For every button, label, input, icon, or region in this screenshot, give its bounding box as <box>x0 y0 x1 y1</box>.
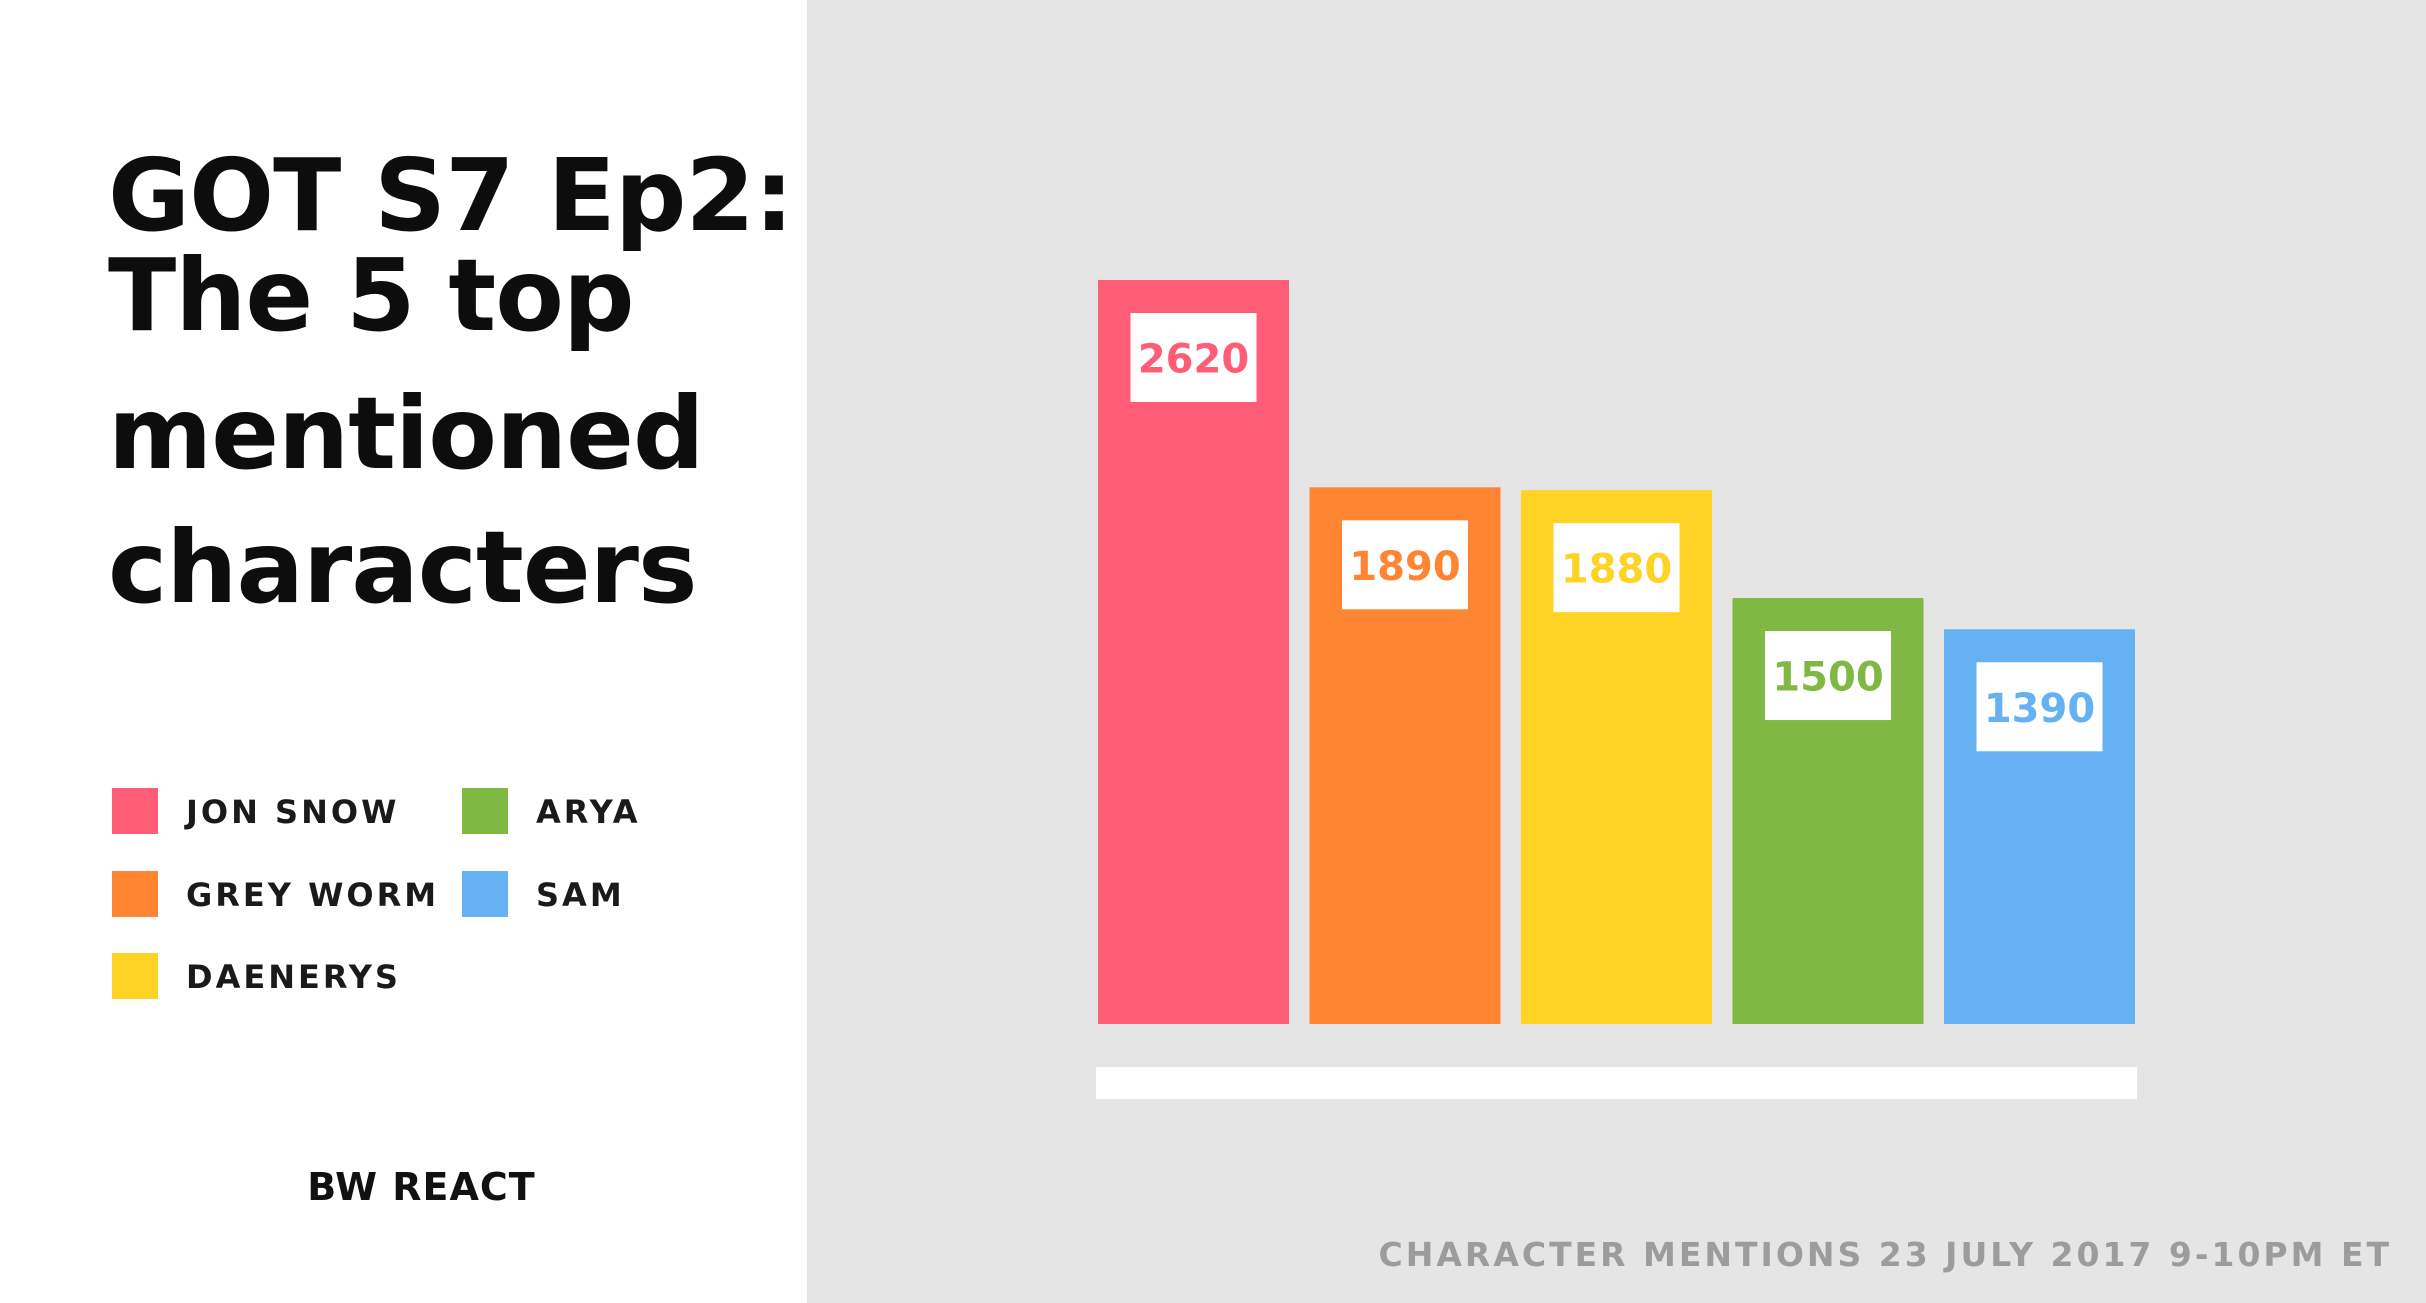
chart-title-line-2: The 5 top <box>108 237 635 354</box>
legend-swatch-jon-snow <box>112 788 158 834</box>
data-label-daenerys: 1880 <box>1561 547 1672 593</box>
chart-title-line-1: GOT S7 Ep2: <box>108 137 794 254</box>
chart-title-line-4: characters <box>108 509 697 626</box>
bar-jon-snow <box>1098 280 1289 1024</box>
chart-panel: 2620 1890 1880 1500 1390 CHARACTER MENTIONS … <box>807 0 2426 1303</box>
x-axis-baseline <box>1096 1067 2137 1099</box>
legend-label-grey-worm: GREY WORM <box>186 876 440 914</box>
chart-title-line-3: mentioned <box>108 375 705 492</box>
data-label-box-daenerys <box>1553 523 1680 613</box>
data-label-sam: 1390 <box>1984 686 2095 732</box>
data-label-box-grey-worm <box>1342 520 1468 610</box>
brand-label: BW REACT <box>307 1165 536 1209</box>
legend-swatch-sam <box>462 871 508 917</box>
legend-label-daenerys: DAENERYS <box>186 958 401 996</box>
legend-label-sam: SAM <box>536 876 625 914</box>
chart-footnote: CHARACTER MENTIONS 23 JULY 2017 9-10PM E… <box>1378 1235 2392 1274</box>
legend-swatch-grey-worm <box>112 871 158 917</box>
data-label-arya: 1500 <box>1772 655 1883 701</box>
data-label-grey-worm: 1890 <box>1349 544 1460 590</box>
legend-label-arya: ARYA <box>536 793 641 831</box>
legend-swatch-daenerys <box>112 953 158 999</box>
bar-chart: 2620 1890 1880 1500 1390 <box>1096 280 2137 1099</box>
data-label-box-arya <box>1765 631 1891 721</box>
data-label-box-jon-snow <box>1130 313 1257 402</box>
legend-label-jon-snow: JON SNOW <box>186 793 400 831</box>
left-panel: GOT S7 Ep2: The 5 top mentioned characte… <box>0 0 807 1303</box>
data-label-box-sam <box>1976 662 2103 752</box>
data-label-jon-snow: 2620 <box>1138 337 1249 383</box>
legend-swatch-arya <box>462 788 508 834</box>
